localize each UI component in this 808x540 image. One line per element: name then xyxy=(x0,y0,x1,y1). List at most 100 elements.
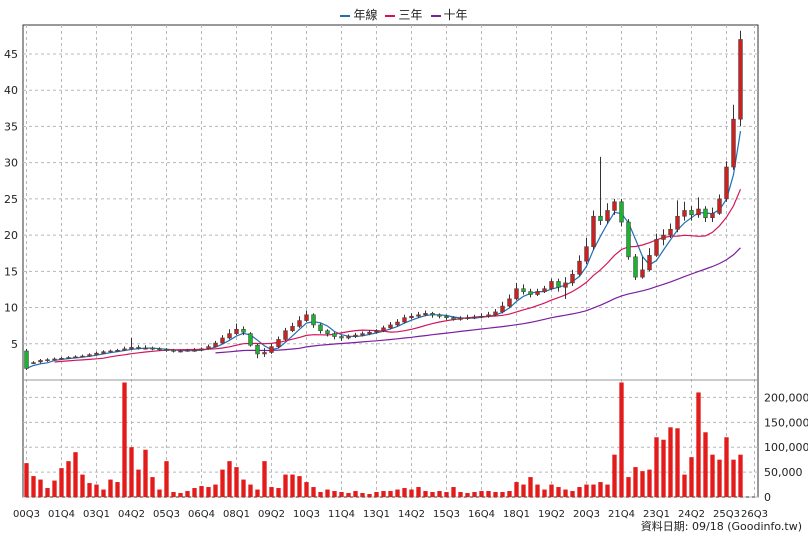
candle-body xyxy=(696,208,701,216)
candle-body xyxy=(388,324,393,329)
volume-bar xyxy=(73,452,78,497)
volume-bar xyxy=(136,469,141,497)
candle-body xyxy=(451,317,456,320)
volume-bar xyxy=(451,487,456,497)
volume-bar xyxy=(416,487,421,497)
volume-bar xyxy=(339,492,344,497)
x-tick-label: 24Q2 xyxy=(678,509,705,520)
volume-bar xyxy=(269,487,274,497)
volume-bar xyxy=(437,491,442,497)
volume-bar xyxy=(479,491,484,497)
price-tick-label: 5 xyxy=(11,338,18,351)
volume-bar xyxy=(486,491,491,497)
volume-bar xyxy=(612,454,617,497)
candle-body xyxy=(717,198,722,214)
candle-body xyxy=(584,246,589,262)
price-tick-label: 45 xyxy=(4,48,18,61)
candle-body xyxy=(549,281,554,290)
candle-body xyxy=(367,331,372,334)
legend-swatch xyxy=(430,14,441,17)
candle-body xyxy=(31,362,36,364)
candle-body xyxy=(626,221,631,258)
volume-bar xyxy=(444,492,449,497)
volume-bar xyxy=(591,484,596,497)
x-tick-label: 18Q1 xyxy=(503,509,530,520)
x-tick-label: 15Q3 xyxy=(433,509,460,520)
volume-bar xyxy=(164,461,169,497)
volume-tick-label: 100,000 xyxy=(764,441,808,454)
candle-body xyxy=(633,256,638,278)
volume-bar xyxy=(157,489,162,497)
volume-bar xyxy=(542,489,547,497)
volume-bar xyxy=(598,482,603,497)
candle-body xyxy=(262,352,267,355)
candle-body xyxy=(423,313,428,316)
volume-bar xyxy=(374,492,379,497)
candle-body xyxy=(689,210,694,216)
candle-body xyxy=(521,288,526,292)
candle-body xyxy=(45,359,50,362)
volume-bar xyxy=(276,488,281,497)
candle-body xyxy=(409,315,414,318)
volume-bar xyxy=(507,491,512,497)
volume-bar xyxy=(52,480,57,497)
volume-bar xyxy=(248,484,253,497)
volume-bar xyxy=(31,476,36,497)
price-tick-label: 15 xyxy=(4,265,18,278)
price-tick-label: 30 xyxy=(4,157,18,170)
volume-bar xyxy=(409,489,414,497)
candle-body xyxy=(472,316,477,319)
candle-body xyxy=(500,305,505,313)
x-tick-label: 19Q2 xyxy=(538,509,565,520)
candle-body xyxy=(80,355,85,358)
volume-tick-label: 0 xyxy=(764,491,771,504)
x-tick-label: 14Q2 xyxy=(398,509,425,520)
price-tick-label: 25 xyxy=(4,193,18,206)
volume-bar xyxy=(360,493,365,497)
candle-body xyxy=(577,260,582,275)
candle-body xyxy=(598,215,603,221)
candle-body xyxy=(395,321,400,326)
volume-bar xyxy=(353,491,358,497)
candle-body xyxy=(269,346,274,353)
volume-bar xyxy=(101,489,106,497)
candle-body xyxy=(227,333,232,339)
volume-bar xyxy=(626,477,631,497)
candle-body xyxy=(682,210,687,217)
volume-bar xyxy=(654,437,659,497)
candle-body xyxy=(122,348,127,351)
candle-body xyxy=(430,313,435,316)
volume-bar xyxy=(178,493,183,497)
candle-body xyxy=(346,336,351,339)
volume-bar xyxy=(262,461,267,497)
volume-bar xyxy=(255,489,260,497)
volume-bar xyxy=(290,474,295,497)
volume-bar xyxy=(458,492,463,497)
volume-bar xyxy=(395,489,400,497)
candle-body xyxy=(703,208,708,219)
candle-body xyxy=(486,314,491,317)
candle-body xyxy=(73,356,78,359)
candle-body xyxy=(199,348,204,351)
candle-body xyxy=(374,330,379,333)
candle-body xyxy=(234,328,239,334)
candle-body xyxy=(59,357,64,360)
volume-bar xyxy=(115,482,120,497)
candle-body xyxy=(437,314,442,317)
x-tick-label: 21Q4 xyxy=(608,509,635,520)
x-tick-label: 25Q3 xyxy=(713,509,740,520)
volume-bar xyxy=(584,484,589,497)
candle-body xyxy=(661,234,666,240)
candle-body xyxy=(647,255,652,271)
volume-bar xyxy=(423,491,428,497)
volume-bar xyxy=(45,488,50,497)
volume-bar xyxy=(318,492,323,497)
volume-bar xyxy=(325,489,330,497)
candle-body xyxy=(143,347,148,350)
legend-item: 年線 xyxy=(340,6,377,23)
volume-bar xyxy=(234,467,239,497)
volume-bar xyxy=(563,489,568,497)
volume-bar xyxy=(87,483,92,497)
legend-swatch xyxy=(385,14,396,17)
data-date-source: 資料日期: 09/18 (Goodinfo.tw) xyxy=(640,520,802,533)
